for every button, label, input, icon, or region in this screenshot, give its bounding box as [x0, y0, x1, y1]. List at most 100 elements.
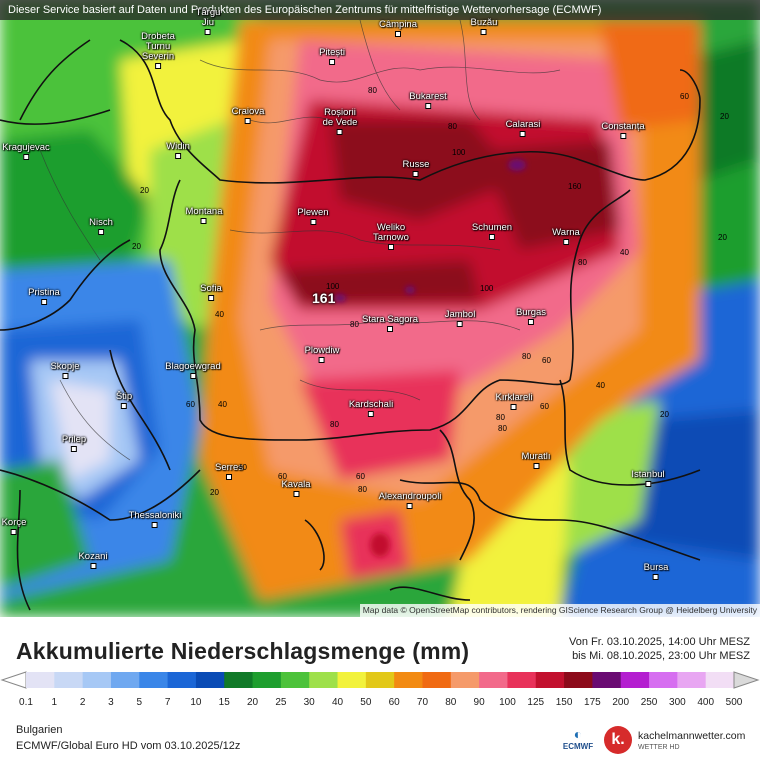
city-burgas: Burgas: [516, 308, 546, 325]
scale-swatch: [422, 672, 452, 688]
city-skopje: Skopje: [50, 362, 80, 379]
scale-swatch: [507, 672, 537, 688]
kachelmann-logo-icon[interactable]: k.: [604, 726, 632, 754]
city-kragujevac: Kragujevac: [2, 143, 50, 160]
city-stara-sagora: Stara Sagora: [362, 315, 418, 332]
map-canvas: [0, 0, 760, 617]
scale-tick-label: 20: [246, 697, 259, 708]
city-muratli: Muratlı: [521, 452, 551, 469]
city-thessaloniki: Thessaloniki: [129, 511, 181, 528]
scale-swatch: [224, 672, 254, 688]
city-russe: Russe: [403, 160, 429, 177]
scale-tick-label: 90: [473, 697, 485, 708]
city-pitesti: Pitești: [319, 48, 345, 65]
scale-tick-label: 3: [108, 697, 114, 708]
scale-swatch: [26, 672, 55, 688]
scale-swatch: [394, 672, 423, 688]
scale-swatch: [450, 672, 480, 688]
scale-tick-label: 0.1: [19, 697, 33, 708]
kachelmann-sub: WETTER HD: [638, 744, 680, 751]
city-campina: Câmpina: [379, 20, 417, 37]
isoline-label: 80: [578, 258, 587, 267]
isoline-label: 60: [540, 402, 549, 411]
city-calarasi: Calarasi: [506, 120, 540, 137]
isoline-label: 80: [368, 86, 377, 95]
scale-tick-label: 500: [725, 697, 743, 708]
data-source-notice: Dieser Service basiert auf Daten und Pro…: [0, 0, 760, 20]
city-pristina: Pristina: [28, 288, 60, 305]
scale-swatch: [649, 672, 678, 688]
model-run: ECMWF/Global Euro HD vom 03.10.2025/12z: [16, 740, 241, 752]
scale-tick-label: 80: [445, 697, 457, 708]
scale-swatch: [167, 672, 197, 688]
scale-arrow-right: [733, 671, 760, 689]
scale-tick-label: 125: [527, 697, 545, 708]
city-bukarest: Bukarest: [409, 92, 447, 109]
period-to: bis Mi. 08.10.2025, 23:00 Uhr MESZ: [572, 650, 750, 662]
isoline-label: 20: [210, 488, 219, 497]
scale-arrow-left: [0, 671, 27, 689]
city-sofia: Sofia: [200, 284, 222, 301]
isoline-label: 80: [350, 320, 359, 329]
isoline-label: 20: [718, 233, 727, 242]
isoline-label: 100: [452, 148, 466, 157]
scale-swatch: [592, 672, 622, 688]
ecmwf-logo[interactable]: ◐ ECMWF: [560, 726, 596, 756]
city-prilep: Prilep: [62, 435, 86, 452]
city-jambol: Jambol: [445, 310, 475, 327]
region-borders: [39, 19, 561, 461]
city-montana: Montana: [186, 207, 222, 224]
max-value-label: 161: [312, 290, 336, 306]
scale-swatch: [110, 672, 140, 688]
city-schumen: Schumen: [472, 223, 512, 240]
isoline-label: 80: [498, 424, 507, 433]
scale-swatch: [564, 672, 593, 688]
city-rosiorii-de-vede: Roșiorii de Vede: [323, 108, 357, 135]
scale-tick-label: 250: [640, 697, 658, 708]
scale-swatch: [705, 672, 735, 688]
city-buzau: Buzău: [471, 18, 497, 35]
scale-tick-label: 150: [555, 697, 573, 708]
color-scale-bar: [0, 671, 760, 689]
map-attribution[interactable]: Map data © OpenStreetMap contributors, r…: [359, 604, 760, 617]
scale-tick-label: 70: [416, 697, 429, 708]
isoline-label: 20: [132, 242, 141, 251]
isoline-label: 20: [660, 410, 669, 419]
city-widin: Widin: [166, 142, 190, 159]
precipitation-field: [0, 0, 760, 617]
city-kozani: Kozani: [78, 552, 108, 569]
city-drobeta-turnu-severin: Drobeta Turnu Severin: [141, 32, 175, 69]
scale-swatch: [195, 672, 225, 688]
isoline-label: 100: [326, 282, 340, 291]
isoline-label: 60: [186, 400, 195, 409]
ecmwf-logo-text: ECMWF: [562, 742, 594, 751]
scale-swatch: [535, 672, 565, 688]
scale-swatch: [620, 672, 650, 688]
city-kavala: Kavala: [281, 480, 311, 497]
isoline-label: 60: [542, 356, 551, 365]
city-korce: Korçe: [2, 518, 26, 535]
isoline-label: 80: [448, 122, 457, 131]
city-serres: Serres: [215, 463, 243, 480]
isoline-label: 20: [140, 186, 149, 195]
city-blagoewgrad: Blagoewgrad: [165, 362, 221, 379]
city-warna: Warna: [552, 228, 580, 245]
scale-tick-label: 50: [360, 697, 372, 708]
city-bursa: Bursa: [644, 563, 668, 580]
precipitation-map[interactable]: Dieser Service basiert auf Daten und Pro…: [0, 0, 760, 617]
isoline-label: 100: [480, 284, 494, 293]
isoline-label: 80: [358, 485, 367, 494]
scale-tick-label: 100: [499, 697, 516, 708]
color-scale-labels: 0.1 1 2 3 5 7 10 15 20 25 30 40 50 60 70 80 90 100 125 150 1…: [0, 697, 760, 709]
scale-tick-label: 175: [584, 697, 601, 708]
scale-swatch: [365, 672, 395, 688]
city-constanta: Constanța: [601, 122, 645, 139]
isoline-label: 20: [720, 112, 729, 121]
kachelmann-logo-text[interactable]: kachelmannwetter.com WETTER HD: [638, 731, 745, 753]
scale-swatch: [309, 672, 339, 688]
city-nisch: Nisch: [89, 218, 113, 235]
scale-tick-label: 25: [275, 697, 287, 708]
scale-swatch: [479, 672, 508, 688]
precipitation-maxima: [334, 159, 526, 557]
ecmwf-mark-icon: ◐: [573, 726, 583, 742]
